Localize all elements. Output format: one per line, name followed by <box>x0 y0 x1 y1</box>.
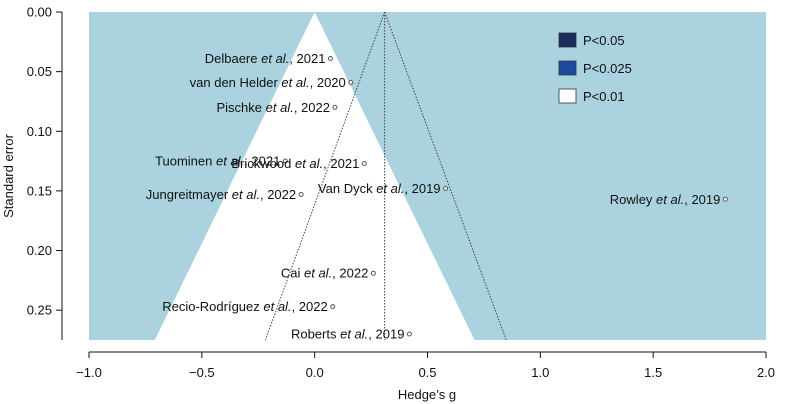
study-year: , 2022 <box>260 187 296 202</box>
x-tick-label: 1.0 <box>531 365 549 380</box>
study-etal: et al. <box>260 299 292 314</box>
study-point <box>722 196 728 202</box>
study-year: , 2019 <box>404 181 440 196</box>
study-label: Rowley et al., 2019 <box>610 192 721 207</box>
study-etal: et al. <box>258 51 290 66</box>
legend-swatch <box>558 88 577 104</box>
x-tick-label: 0.0 <box>306 365 324 380</box>
x-tick-label: 2.0 <box>757 365 775 380</box>
study-author: Roberts <box>291 327 337 342</box>
legend-swatch <box>558 32 577 48</box>
contour-band-p01 <box>154 12 475 340</box>
study-point <box>330 304 336 310</box>
x-axis-title: Hedge’s g <box>398 387 456 402</box>
legend-label: P<0.025 <box>583 61 632 76</box>
study-point <box>332 104 338 110</box>
study-label: Jungreitmayer et al., 2022 <box>146 187 296 202</box>
y-axis-title: Standard error <box>1 133 16 217</box>
study-etal: et al. <box>291 156 323 171</box>
x-ticks: −1.0 −0.5 0.0 0.5 1.0 1.5 2.0 <box>76 352 775 380</box>
study-label: Tuominen et al., 2021 <box>155 154 280 169</box>
legend-label: P<0.05 <box>583 33 625 48</box>
study-author: van den Helder <box>190 75 279 90</box>
y-ticks: 0.00 0.05 0.10 0.15 0.20 0.25 <box>27 5 62 318</box>
study-year: , 2020 <box>310 75 346 90</box>
y-tick-label: 0.05 <box>27 64 52 79</box>
study-year: , 2019 <box>684 192 720 207</box>
study-point <box>370 270 376 276</box>
study-year: , 2021 <box>323 156 359 171</box>
x-tick-label: −1.0 <box>76 365 102 380</box>
study-point <box>282 158 288 164</box>
study-year: , 2022 <box>294 100 330 115</box>
study-point <box>348 79 354 85</box>
x-tick-label: −0.5 <box>189 365 215 380</box>
study-year: , 2022 <box>332 266 368 281</box>
study-author: Recio-Rodríguez <box>162 299 260 314</box>
study-etal: et al. <box>300 266 332 281</box>
study-point <box>406 331 412 337</box>
y-tick-label: 0.10 <box>27 124 52 139</box>
axes: −1.0 −0.5 0.0 0.5 1.0 1.5 2.0 0.00 0.05 0.10 0.15… <box>1 5 775 403</box>
study-label: Cai et al., 2022 <box>281 266 368 281</box>
study-label: Pischke et al., 2022 <box>216 100 329 115</box>
study-etal: et al. <box>212 154 244 169</box>
study-label: Roberts et al., 2019 <box>291 327 404 342</box>
study-author: Delbaere <box>205 51 258 66</box>
legend-label: P<0.01 <box>583 89 625 104</box>
contour-regions <box>154 12 507 340</box>
study-year: , 2021 <box>289 51 325 66</box>
y-tick-label: 0.15 <box>27 183 52 198</box>
study-etal: et al. <box>336 327 368 342</box>
study-year: , 2021 <box>244 154 280 169</box>
study-point <box>361 160 367 166</box>
study-author: Pischke <box>216 100 262 115</box>
y-tick-label: 0.25 <box>27 303 52 318</box>
study-author: Tuominen <box>155 154 212 169</box>
study-etal: et al. <box>373 181 405 196</box>
study-etal: et al. <box>262 100 294 115</box>
y-tick-label: 0.00 <box>27 5 52 20</box>
study-year: , 2022 <box>292 299 328 314</box>
study-label: Delbaere et al., 2021 <box>205 51 326 66</box>
pooled-ci-right-line <box>384 12 507 340</box>
study-label: Recio-Rodríguez et al., 2022 <box>162 299 328 314</box>
study-etal: et al. <box>278 75 310 90</box>
study-author: Rowley <box>610 192 653 207</box>
x-tick-label: 1.5 <box>644 365 662 380</box>
study-point <box>443 186 449 192</box>
study-etal: et al. <box>228 187 260 202</box>
study-year: , 2019 <box>368 327 404 342</box>
study-label: Van Dyck et al., 2019 <box>318 181 441 196</box>
study-point <box>327 56 333 62</box>
legend-swatch <box>558 60 577 76</box>
y-tick-label: 0.20 <box>27 243 52 258</box>
legend: P<0.05 P<0.025 P<0.01 <box>558 32 632 104</box>
study-etal: et al. <box>652 192 684 207</box>
study-author: Jungreitmayer <box>146 187 229 202</box>
pooled-ci-left-line <box>264 12 386 340</box>
study-author: Cai <box>281 266 301 281</box>
study-author: Van Dyck <box>318 181 373 196</box>
study-label: Brickwood et al., 2021 <box>231 156 359 171</box>
study-label: van den Helder et al., 2020 <box>190 75 346 90</box>
x-tick-label: 0.5 <box>418 365 436 380</box>
study-author: Brickwood <box>231 156 291 171</box>
study-point <box>298 191 304 197</box>
